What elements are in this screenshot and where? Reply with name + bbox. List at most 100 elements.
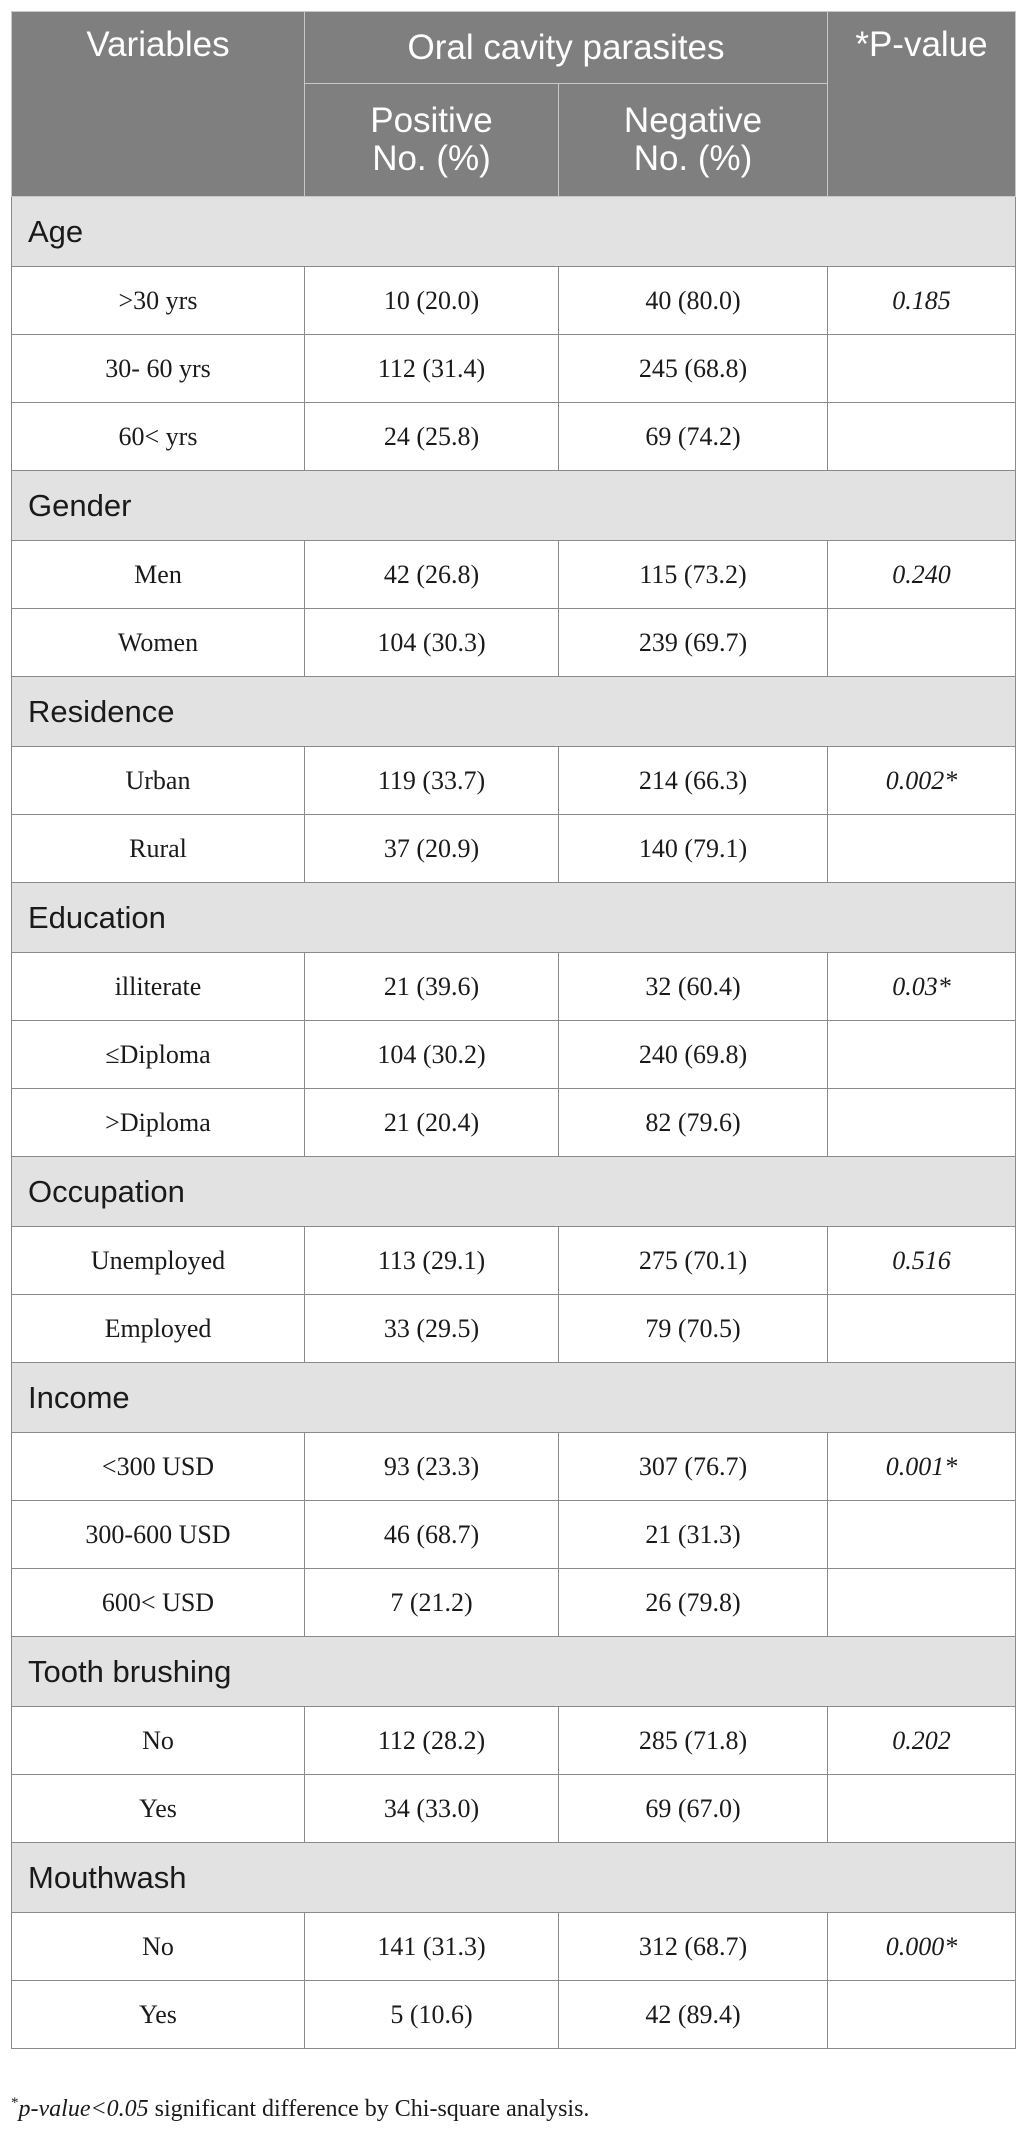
positive-cell: 42 (26.8)	[304, 540, 559, 609]
p-value-cell	[827, 608, 1016, 677]
variable-cell: 600< USD	[11, 1568, 305, 1637]
positive-header-line-2: No. (%)	[372, 139, 491, 178]
table-row: Employed 33 (29.5) 79 (70.5)	[11, 1294, 1016, 1363]
p-value-cell	[827, 402, 1016, 471]
group-row: Gender	[11, 470, 1016, 541]
negative-cell: 285 (71.8)	[558, 1706, 828, 1775]
variable-cell: >30 yrs	[11, 266, 305, 335]
negative-cell: 307 (76.7)	[558, 1432, 828, 1501]
negative-cell: 245 (68.8)	[558, 334, 828, 403]
negative-cell: 32 (60.4)	[558, 952, 828, 1021]
negative-cell: 26 (79.8)	[558, 1568, 828, 1637]
footnote-marker: *	[11, 2095, 19, 2111]
table-row: Yes 34 (33.0) 69 (67.0)	[11, 1774, 1016, 1843]
variable-cell: No	[11, 1706, 305, 1775]
positive-cell: 141 (31.3)	[304, 1912, 559, 1981]
group-row: Residence	[11, 676, 1016, 747]
p-value-cell: 0.001*	[827, 1432, 1016, 1501]
footnote-italic: p-value<0.05	[18, 2096, 149, 2122]
positive-header: Positive No. (%)	[304, 83, 559, 197]
p-value-cell	[827, 1568, 1016, 1637]
group-row: Age	[11, 196, 1016, 267]
table-row: illiterate 21 (39.6) 32 (60.4) 0.03*	[11, 952, 1016, 1021]
group-label: Occupation	[11, 1156, 1016, 1227]
negative-cell: 239 (69.7)	[558, 608, 828, 677]
variable-cell: 30- 60 yrs	[11, 334, 305, 403]
table-row: 60< yrs 24 (25.8) 69 (74.2)	[11, 402, 1016, 471]
variable-cell: 60< yrs	[11, 402, 305, 471]
positive-cell: 24 (25.8)	[304, 402, 559, 471]
table-row: <300 USD 93 (23.3) 307 (76.7) 0.001*	[11, 1432, 1016, 1501]
p-value-cell	[827, 1500, 1016, 1569]
negative-cell: 214 (66.3)	[558, 746, 828, 815]
variable-cell: Rural	[11, 814, 305, 883]
negative-cell: 240 (69.8)	[558, 1020, 828, 1089]
variable-cell: Men	[11, 540, 305, 609]
table-row: Men 42 (26.8) 115 (73.2) 0.240	[11, 540, 1016, 609]
variable-cell: Unemployed	[11, 1226, 305, 1295]
positive-cell: 37 (20.9)	[304, 814, 559, 883]
negative-cell: 275 (70.1)	[558, 1226, 828, 1295]
variable-cell: illiterate	[11, 952, 305, 1021]
positive-cell: 10 (20.0)	[304, 266, 559, 335]
table-row: ≤Diploma 104 (30.2) 240 (69.8)	[11, 1020, 1016, 1089]
positive-cell: 104 (30.3)	[304, 608, 559, 677]
group-label: Tooth brushing	[11, 1636, 1016, 1707]
negative-cell: 79 (70.5)	[558, 1294, 828, 1363]
variable-cell: Women	[11, 608, 305, 677]
variables-header: Variables	[11, 11, 305, 197]
variable-cell: No	[11, 1912, 305, 1981]
group-label: Mouthwash	[11, 1842, 1016, 1913]
group-row: Mouthwash	[11, 1842, 1016, 1913]
variable-cell: ≤Diploma	[11, 1020, 305, 1089]
positive-cell: 7 (21.2)	[304, 1568, 559, 1637]
p-value-cell	[827, 334, 1016, 403]
p-value-cell	[827, 1774, 1016, 1843]
positive-cell: 46 (68.7)	[304, 1500, 559, 1569]
footnote: *p-value<0.05 significant difference by …	[11, 2096, 589, 2123]
p-value-header: *P-value	[827, 11, 1016, 197]
negative-cell: 21 (31.3)	[558, 1500, 828, 1569]
variable-cell: <300 USD	[11, 1432, 305, 1501]
group-label: Education	[11, 882, 1016, 953]
p-value-cell	[827, 814, 1016, 883]
table-row: Rural 37 (20.9) 140 (79.1)	[11, 814, 1016, 883]
table-row: Urban 119 (33.7) 214 (66.3) 0.002*	[11, 746, 1016, 815]
variable-cell: Urban	[11, 746, 305, 815]
positive-cell: 5 (10.6)	[304, 1980, 559, 2049]
variable-cell: Yes	[11, 1980, 305, 2049]
group-row: Education	[11, 882, 1016, 953]
group-row: Occupation	[11, 1156, 1016, 1227]
table-row: Yes 5 (10.6) 42 (89.4)	[11, 1980, 1016, 2049]
negative-header-line-2: No. (%)	[633, 139, 753, 178]
positive-cell: 119 (33.7)	[304, 746, 559, 815]
negative-cell: 115 (73.2)	[558, 540, 828, 609]
table-row: No 112 (28.2) 285 (71.8) 0.202	[11, 1706, 1016, 1775]
p-value-cell: 0.002*	[827, 746, 1016, 815]
table-row: Unemployed 113 (29.1) 275 (70.1) 0.516	[11, 1226, 1016, 1295]
p-value-cell	[827, 1980, 1016, 2049]
group-label: Residence	[11, 676, 1016, 747]
p-value-cell: 0.202	[827, 1706, 1016, 1775]
positive-cell: 113 (29.1)	[304, 1226, 559, 1295]
table-row: >30 yrs 10 (20.0) 40 (80.0) 0.185	[11, 266, 1016, 335]
positive-cell: 21 (20.4)	[304, 1088, 559, 1157]
positive-cell: 112 (31.4)	[304, 334, 559, 403]
negative-cell: 312 (68.7)	[558, 1912, 828, 1981]
table-row: >Diploma 21 (20.4) 82 (79.6)	[11, 1088, 1016, 1157]
table-row: 600< USD 7 (21.2) 26 (79.8)	[11, 1568, 1016, 1637]
group-label: Gender	[11, 470, 1016, 541]
negative-cell: 82 (79.6)	[558, 1088, 828, 1157]
negative-cell: 69 (74.2)	[558, 402, 828, 471]
p-value-cell: 0.03*	[827, 952, 1016, 1021]
group-label: Age	[11, 196, 1016, 267]
group-row: Income	[11, 1362, 1016, 1433]
p-value-cell	[827, 1294, 1016, 1363]
table-header: Variables Oral cavity parasites *P-value…	[11, 11, 1016, 197]
negative-cell: 140 (79.1)	[558, 814, 828, 883]
p-value-cell: 0.000*	[827, 1912, 1016, 1981]
p-value-cell: 0.516	[827, 1226, 1016, 1295]
oral-cavity-parasites-header: Oral cavity parasites	[304, 11, 828, 84]
variable-cell: Yes	[11, 1774, 305, 1843]
negative-header-line-1: Negative	[623, 101, 763, 140]
